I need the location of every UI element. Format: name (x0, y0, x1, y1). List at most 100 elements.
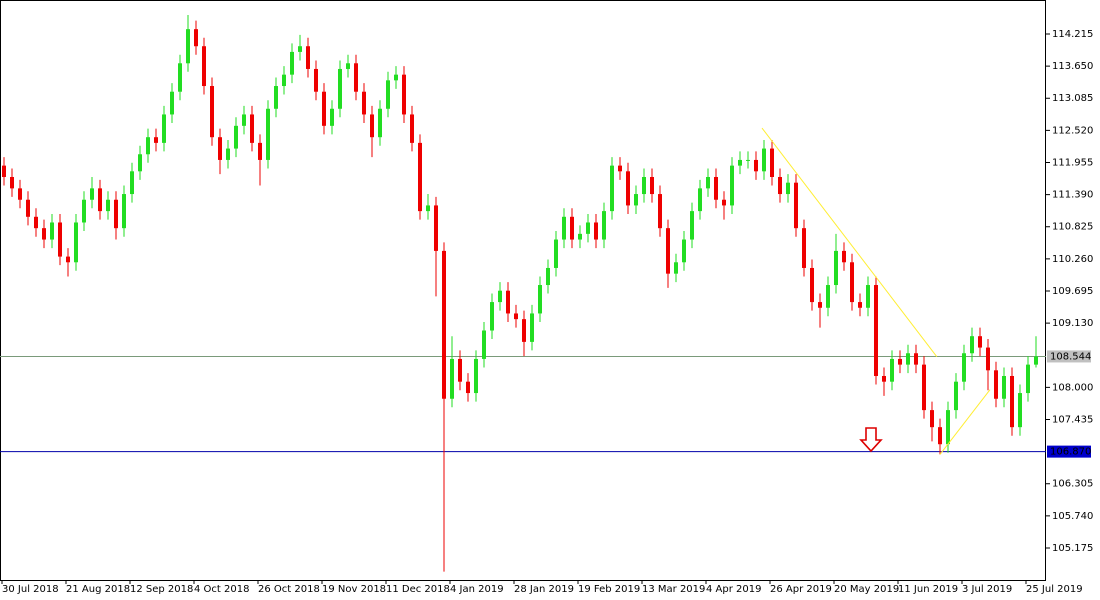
plot: 114.215 113.650 113.085 112.520 111.955 111.3… (0, 14, 1093, 595)
candle-body (850, 262, 854, 303)
candle-body (234, 125, 238, 149)
x-tick-label: 13 Mar 2019 (642, 584, 705, 595)
candle-body (258, 142, 262, 160)
candle-body (434, 205, 438, 251)
candle-body (914, 353, 918, 365)
candle-body (738, 159, 742, 166)
candle-body (658, 194, 662, 229)
candle-body (170, 91, 174, 115)
candle-body (538, 285, 542, 314)
candle-body (722, 199, 726, 206)
candle-body (866, 285, 870, 308)
y-tick-label: 106.305 (1052, 479, 1093, 490)
y-tick-label: 113.085 (1052, 93, 1093, 104)
price-label: 108.544 (1050, 351, 1091, 362)
x-tick-label: 4 Oct 2018 (194, 584, 249, 595)
y-tick-label: 105.740 (1052, 511, 1093, 522)
candle-body (778, 176, 782, 195)
price-label-box (1047, 350, 1091, 363)
candle-body (418, 142, 422, 212)
candle-body (2, 165, 6, 177)
candle-body (650, 176, 654, 195)
candle-body (666, 228, 670, 274)
candle-body (338, 68, 342, 109)
y-tick-label: 105.175 (1052, 543, 1093, 554)
candle-body (362, 91, 366, 115)
sell-arrow (859, 427, 883, 453)
candle-body (930, 410, 934, 428)
x-tick-label: 19 Nov 2018 (322, 584, 386, 595)
candle-body (986, 347, 990, 371)
candle-body (130, 171, 134, 195)
candle-body (82, 199, 86, 223)
candle-body (682, 239, 686, 263)
candle-body (610, 165, 614, 212)
x-tick-label: 12 Sep 2018 (130, 584, 193, 595)
x-tick-label: 21 Aug 2018 (66, 584, 130, 595)
candle-body (1002, 375, 1006, 399)
x-tick-label: 3 Jul 2019 (962, 584, 1012, 595)
candle-body (50, 222, 54, 240)
candle-body (786, 182, 790, 195)
candle-body (514, 313, 518, 320)
candle-body (210, 86, 214, 138)
candle-body (90, 188, 94, 200)
candle-body (834, 250, 838, 286)
y-tick-label: 109.695 (1052, 286, 1093, 297)
candle-body (546, 267, 550, 286)
candle-body (858, 302, 862, 308)
candle-body (570, 216, 574, 240)
candle-body (122, 194, 126, 229)
x-tick-label: 20 May 2019 (834, 584, 899, 595)
candle-body (250, 114, 254, 143)
x-tick-label: 11 Dec 2018 (386, 584, 450, 595)
y-tick-label: 110.825 (1052, 222, 1093, 233)
candle-body (802, 228, 806, 268)
candle-body (346, 63, 350, 69)
y-tick-label: 107.435 (1052, 414, 1093, 425)
candle-body (386, 80, 390, 109)
candle-body (602, 211, 606, 240)
candle-body (202, 46, 206, 87)
candle-body (634, 194, 638, 206)
candle-body (962, 353, 966, 382)
candle-body (322, 91, 326, 126)
candle-body (874, 285, 878, 376)
candle-body (714, 176, 718, 200)
candle-body (450, 358, 454, 399)
candle-body (458, 358, 462, 382)
candle-body (394, 74, 398, 81)
candle-body (730, 165, 734, 206)
candle-body (578, 233, 582, 240)
candle-body (946, 410, 950, 445)
candle-body (42, 228, 46, 240)
y-tick-label: 112.520 (1052, 125, 1093, 136)
candle-body (114, 199, 118, 229)
candle-body (746, 159, 750, 161)
candle-body (314, 68, 318, 92)
trendline (761, 127, 938, 357)
x-tick-label: 4 Jan 2019 (450, 584, 504, 595)
x-tick-label: 26 Oct 2018 (258, 584, 320, 595)
candle-body (818, 302, 822, 308)
candle-body (762, 148, 766, 172)
candle-body (890, 358, 894, 382)
candle-body (58, 222, 62, 257)
candle-body (330, 108, 334, 126)
candle-body (618, 165, 622, 172)
y-tick-label: 111.390 (1052, 190, 1093, 201)
x-tick-label: 28 Jan 2019 (514, 584, 574, 595)
candle-body (1026, 364, 1030, 394)
candle-body (954, 381, 958, 411)
candle-body (98, 188, 102, 212)
y-tick-label: 110.260 (1052, 254, 1093, 265)
candle-body (466, 381, 470, 394)
candle-body (66, 256, 70, 263)
candle-body (1018, 393, 1022, 428)
candle-body (282, 74, 286, 87)
candle-body (842, 250, 846, 263)
candle-body (306, 46, 310, 69)
candle-body (698, 188, 702, 212)
